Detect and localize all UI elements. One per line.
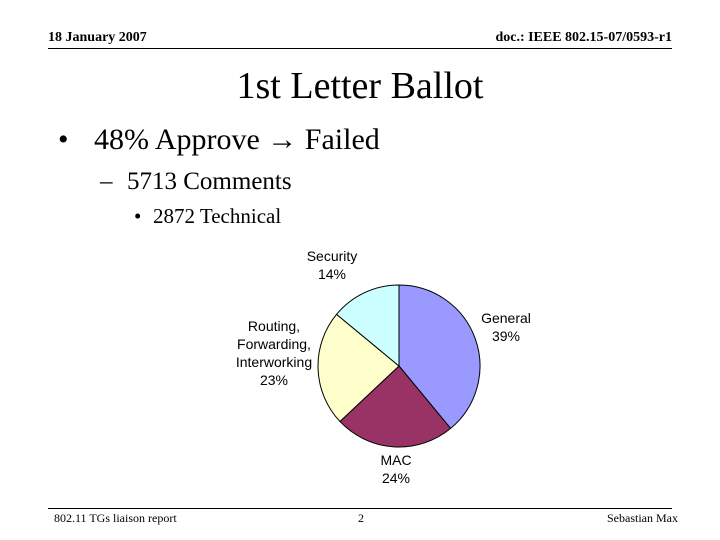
slice-label: MAC (380, 452, 412, 468)
slice-percent: 23% (259, 372, 289, 388)
pie-slice (317, 313, 400, 423)
header-rule (48, 48, 672, 49)
header-date: 18 January 2007 (48, 30, 147, 45)
slice-percent: 39% (491, 328, 521, 344)
slide-title: 1st Letter Ballot (236, 65, 484, 107)
slice-label: General (481, 310, 531, 326)
footer-right: Sebastian Max (607, 511, 678, 525)
footer-page: 2 (358, 511, 364, 525)
slice-label: Security (306, 248, 358, 264)
bullet-3: 2872 Technical (153, 204, 282, 228)
bullet-marker: – (100, 168, 113, 195)
bullet-1: 48% Approve → Failed (94, 123, 380, 156)
slice-label: Routing, Forwarding, Interworking (235, 318, 313, 370)
pie-slice (339, 365, 452, 448)
header-doc: doc.: IEEE 802.15-07/0593-r1 (495, 30, 672, 45)
pie-slice (335, 284, 400, 368)
footer-rule (48, 508, 672, 509)
footer-left: 802.11 TGs liaison report (54, 511, 177, 525)
bullet-marker: • (58, 123, 69, 156)
pie-slice (398, 284, 481, 430)
bullet-2: 5713 Comments (127, 168, 292, 195)
slice-percent: 14% (317, 266, 347, 282)
bullet-marker: • (134, 204, 142, 228)
slice-percent: 24% (381, 470, 411, 486)
